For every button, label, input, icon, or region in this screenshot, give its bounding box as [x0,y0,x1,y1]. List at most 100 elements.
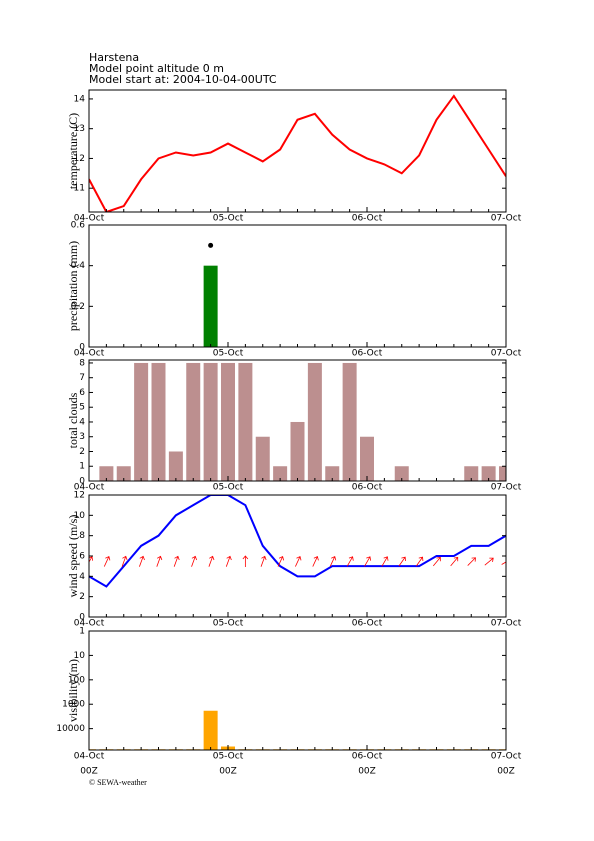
x-tick-label: 05-Oct [213,483,244,493]
plot-area [89,94,506,212]
bar [116,466,131,481]
plot-area [99,362,506,481]
wind-arrow [346,556,354,567]
x-tick-label: 04-Oct [74,752,105,762]
marker [208,242,214,248]
wind-arrow [139,555,145,567]
y-tick-label: 100 [68,675,85,685]
arrow-shape [277,555,285,567]
arrow-shape [312,555,319,567]
bar [325,466,340,481]
plot-frame [88,359,507,482]
bar [221,362,235,481]
arrow-shape [121,555,128,567]
y-tick-label: 0 [79,343,85,353]
x-tick-label: 06-Oct [352,483,383,493]
bar [307,362,322,481]
x-tick-label: 05-Oct [213,349,244,359]
bar [186,362,201,481]
y-tick-label: 1 [79,627,85,637]
y-tick-label: 0 [79,613,85,623]
bar [290,421,305,481]
x-tick-label: 06-Oct [352,349,383,359]
bar [255,436,270,481]
y-tick-label: 10 [74,651,86,661]
arrow-shape [415,556,424,567]
bar [99,466,114,481]
x-sublabel: 00Z [80,767,98,777]
model-start: Model start at: 2004-10-04-00UTC [89,73,277,86]
wind-arrow [225,555,232,567]
x-sublabel: 00Z [497,767,515,777]
y-tick-label: 0.2 [71,302,85,312]
x-tick-label: 05-Oct [213,752,244,762]
y-tick-label: 3 [79,432,85,442]
y-tick-label: 4 [79,417,85,427]
wind-arrow [381,556,389,567]
arrow-shape [450,556,459,567]
wind-arrow [364,556,372,567]
station-name: Harstena [89,51,139,64]
y-tick-label: 14 [74,94,86,104]
y-tick-label: 0.4 [71,261,86,271]
plot-area [203,242,218,347]
wind-arrow [398,556,406,567]
y-tick-label: 0 [79,477,85,487]
wind-arrow [432,556,441,567]
wind-arrow [156,555,163,567]
wind-arrow [208,555,215,567]
y-tick-label: 1 [79,462,85,472]
bar [203,362,218,481]
arrow-shape [103,555,111,567]
arrow-shape [260,555,267,567]
x-tick-label: 06-Oct [352,619,383,629]
arrow-shape [346,556,354,567]
bar [481,466,496,481]
arrow-shape [225,555,232,567]
y-tick-label: 11 [74,184,85,194]
plot-frame [88,494,507,618]
altitude: Model point altitude 0 m [89,62,224,75]
wind-arrow [277,555,285,567]
y-axis-label: total clouds [66,392,80,448]
plot-area [89,495,506,588]
y-axis-label: temperature (C) [66,113,80,189]
y-tick-label: 8 [79,358,85,368]
bar [168,451,183,481]
y-tick-label: 2 [79,592,85,602]
arrow-shape [156,555,163,567]
bar [151,362,166,481]
arrow-shape [329,555,337,567]
bar [464,466,479,481]
x-tick-label: 06-Oct [352,214,383,224]
x-tick-label: 05-Oct [213,214,244,224]
x-tick-label: 07-Oct [491,214,522,224]
arrow-shape [381,556,389,567]
y-tick-label: 10 [74,511,86,521]
credit: © SEWA-weather [89,778,147,787]
x-tick-label: 07-Oct [491,619,522,629]
y-tick-label: 6 [79,388,85,398]
x-tick-label: 07-Oct [491,349,522,359]
wind-arrow [484,557,494,566]
x-sublabel: 00Z [219,767,237,777]
y-tick-label: 1000 [62,700,85,710]
bar [203,265,218,347]
arrow-shape [191,555,198,567]
x-tick-label: 07-Oct [491,483,522,493]
arrow-shape [173,555,180,567]
bar [499,466,506,481]
wind-arrow [173,555,180,567]
y-tick-label: 0.6 [71,221,86,231]
line [89,495,506,588]
bar [342,362,357,481]
y-tick-label: 12 [74,154,85,164]
y-tick-label: 6 [79,552,85,562]
arrow-shape [139,555,145,567]
wind-arrow [121,555,128,567]
arrow-shape [432,556,441,567]
arrow-shape [208,555,215,567]
arrow-shape [242,555,249,567]
